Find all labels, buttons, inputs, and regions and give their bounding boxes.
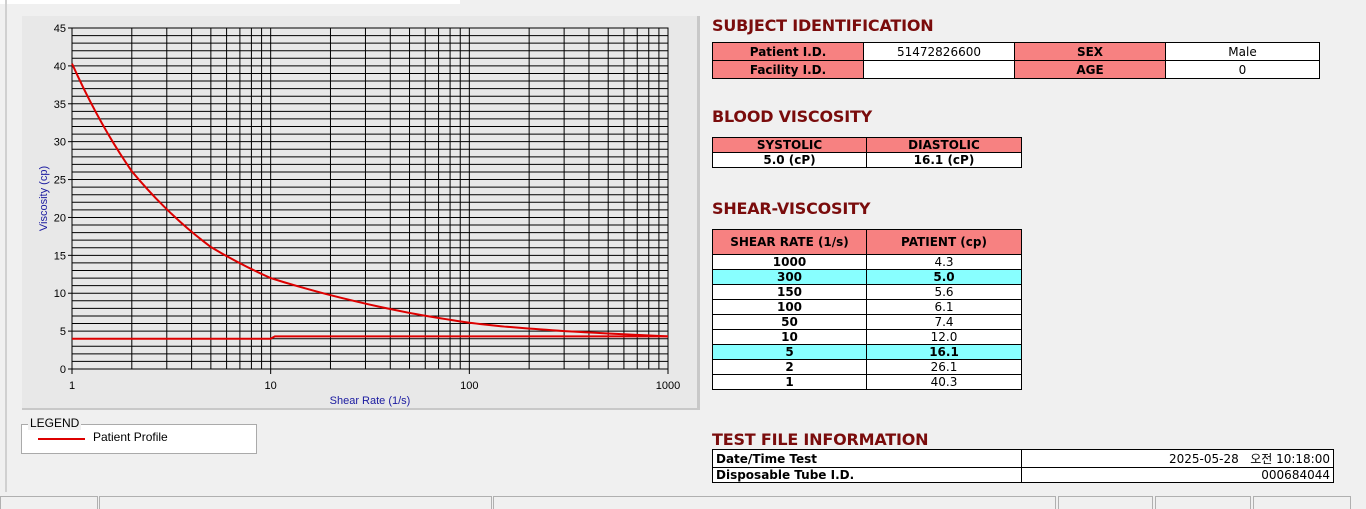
patient-cell: 7.4 (866, 314, 1022, 330)
date-value: 2025-05-28 오전 10:18:00 (1021, 449, 1334, 468)
patient-cell: 16.1 (866, 344, 1022, 360)
systolic-value: 5.0 (cP) (712, 152, 867, 168)
shear-row: 150 5.6 (712, 284, 1022, 300)
status-panel (99, 496, 492, 509)
y-tick-label: 25 (54, 175, 66, 187)
chart-panel: 0 5 10 15 20 25 30 35 40 45 1 10 100 1000 Shear Rate (… (22, 16, 700, 410)
y-tick-label: 30 (54, 137, 66, 149)
tube-label: Disposable Tube I.D. (712, 467, 1022, 483)
diastolic-value: 16.1 (cP) (866, 152, 1022, 168)
status-panel (1253, 496, 1351, 509)
status-panel (0, 496, 98, 509)
shear-rate-cell: 5 (712, 344, 867, 360)
shear-row: 2 26.1 (712, 359, 1022, 375)
shear-row: 1000 4.3 (712, 254, 1022, 270)
patient-cell: 12.0 (866, 329, 1022, 345)
y-tick-label: 40 (54, 61, 66, 73)
patient-cell: 5.6 (866, 284, 1022, 300)
tube-value: 000684044 (1021, 467, 1334, 483)
x-tick-label: 100 (460, 380, 478, 392)
shear-rate-header: SHEAR RATE (1/s) (712, 229, 867, 255)
shear-row: 50 7.4 (712, 314, 1022, 330)
y-tick-label: 35 (54, 99, 66, 111)
shear-row: 1 40.3 (712, 374, 1022, 390)
shear-row: 100 6.1 (712, 299, 1022, 315)
status-panel (1058, 496, 1153, 509)
y-tick-label: 0 (60, 364, 66, 376)
subject-title: SUBJECT IDENTIFICATION (712, 16, 934, 35)
viscosity-chart: 0 5 10 15 20 25 30 35 40 45 1 10 100 1000 Shear Rate (… (38, 23, 680, 407)
testfile-table: Date/Time Test 2025-05-28 오전 10:18:00 Dis… (712, 449, 1334, 483)
patient-header: PATIENT (cp) (866, 229, 1022, 255)
legend-title: LEGEND (28, 416, 82, 430)
status-panel (493, 496, 1056, 509)
age-label: AGE (1014, 60, 1166, 79)
shear-rate-cell: 2 (712, 359, 867, 375)
sex-label: SEX (1014, 42, 1166, 61)
testfile-title: TEST FILE INFORMATION (712, 430, 929, 449)
shear-table: SHEAR RATE (1/s) PATIENT (cp) 1000 4.3 300 5… (712, 229, 1022, 390)
patient-id-value: 51472826600 (863, 42, 1015, 61)
shear-rate-cell: 100 (712, 299, 867, 315)
series-line-0 (71, 63, 669, 338)
patient-cell: 6.1 (866, 299, 1022, 315)
blood-table: SYSTOLIC DIASTOLIC 5.0 (cP) 16.1 (cP) (712, 137, 1022, 168)
shear-row: 300 5.0 (712, 269, 1022, 285)
x-tick-label: 1000 (656, 380, 680, 392)
shear-rate-cell: 1 (712, 374, 867, 390)
y-tick-label: 20 (54, 212, 66, 224)
diastolic-label: DIASTOLIC (866, 137, 1022, 153)
legend-label: Patient Profile (93, 430, 168, 444)
shear-rate-cell: 1000 (712, 254, 867, 270)
facility-id-value (863, 60, 1015, 79)
plot-area (71, 27, 669, 370)
facility-id-label: Facility I.D. (712, 60, 864, 79)
blood-title: BLOOD VISCOSITY (712, 107, 873, 126)
legend-line-swatch (38, 438, 85, 440)
subject-table: Patient I.D. 51472826600 SEX Male Facility … (712, 42, 1320, 79)
y-tick-label: 15 (54, 250, 66, 262)
y-axis-label: Viscosity (cp) (38, 166, 50, 231)
age-value: 0 (1165, 60, 1320, 79)
date-label: Date/Time Test (712, 449, 1022, 468)
series-line-1 (72, 335, 668, 340)
y-tick-label: 5 (60, 326, 66, 338)
y-tick-label: 10 (54, 288, 66, 300)
patient-cell: 4.3 (866, 254, 1022, 270)
left-edge (5, 0, 7, 492)
shear-title: SHEAR-VISCOSITY (712, 199, 871, 218)
shear-rate-cell: 10 (712, 329, 867, 345)
top-strip (0, 0, 460, 4)
systolic-label: SYSTOLIC (712, 137, 867, 153)
shear-rate-cell: 300 (712, 269, 867, 285)
status-panel (1155, 496, 1251, 509)
x-tick-label: 10 (265, 380, 277, 392)
sex-value: Male (1165, 42, 1320, 61)
shear-rate-cell: 150 (712, 284, 867, 300)
patient-cell: 5.0 (866, 269, 1022, 285)
x-tick-label: 1 (69, 380, 75, 392)
shear-rate-cell: 50 (712, 314, 867, 330)
patient-cell: 26.1 (866, 359, 1022, 375)
x-axis-label: Shear Rate (1/s) (330, 395, 411, 407)
shear-row: 5 16.1 (712, 344, 1022, 360)
shear-row: 10 12.0 (712, 329, 1022, 345)
y-tick-label: 45 (54, 23, 66, 35)
patient-cell: 40.3 (866, 374, 1022, 390)
patient-id-label: Patient I.D. (712, 42, 864, 61)
